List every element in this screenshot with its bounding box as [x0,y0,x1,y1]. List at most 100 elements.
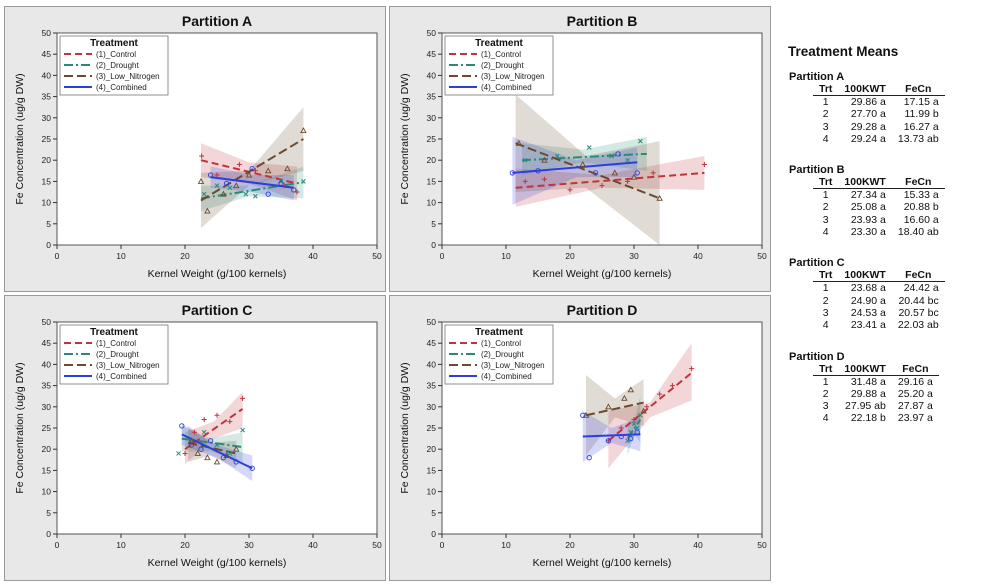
means-cell: 2 [822,201,829,214]
data-point [630,173,638,180]
means-cell: 2 [822,387,829,400]
data-point [278,180,284,187]
x-tick-label: 50 [757,251,767,261]
means-cell: 23.68 a [850,282,886,295]
y-tick-label: 25 [427,134,437,144]
fit-line [607,372,693,442]
data-point [220,455,227,461]
data-point [220,190,227,197]
means-cell: 29.28 a [850,120,886,133]
chart-panel-a: Partition A 0 10 20 30 40 50 0 5 10 15 20 25 30 35 40 45… [4,6,386,292]
x-axis-label: Kernel Weight (g/100 kernels) [533,557,672,569]
x-tick-label: 10 [116,251,126,261]
chart-title: Partition B [567,13,638,29]
chart-svg: Partition D 0 10 20 30 40 50 0 5 10 15 20 25 30 35 40 45… [399,302,767,569]
means-cell: 27.95 ab [844,400,886,413]
data-point [201,429,207,435]
means-cell: 15.33 a [903,189,939,202]
means-header-cell: FeCn [891,362,939,376]
treatment-means-panel: Treatment Means Partition A Trt 100KWT FeCn… [786,44,982,444]
means-cell: 13.73 ab [897,132,939,145]
x-tick-label: 40 [693,540,703,550]
data-point [609,153,614,159]
chart-panel-b: Partition B 0 10 20 30 40 50 0 5 10 15 20 25 30 35 40 45… [389,6,771,292]
data-point [586,145,592,150]
y-tick-label: 15 [42,465,52,475]
y-tick-label: 0 [431,240,436,250]
y-tick-label: 40 [427,359,437,369]
legend-entry: (1)_Control [481,50,521,59]
y-tick-label: 5 [431,219,436,229]
data-point [198,446,204,452]
fit-line [512,161,638,174]
data-point [618,425,624,431]
means-cell: 3 [822,213,829,226]
y-tick-label: 35 [427,381,437,391]
means-cell: 23.30 a [850,226,886,239]
legend-entry: (2)_Drought [96,350,139,359]
data-point [233,459,239,465]
data-point [284,165,291,172]
confidence-band [210,166,294,201]
means-cell: 23.93 a [850,213,886,226]
y-tick-label: 5 [431,508,436,518]
x-tick-label: 20 [565,540,575,550]
data-point [214,183,220,188]
means-header-cell: Trt [813,362,839,376]
data-point [628,435,634,442]
means-row: 3 24.53 a 20.57 bc [813,307,945,319]
data-point [634,429,640,435]
x-tick-label: 10 [501,251,511,261]
means-cell: 25.08 a [850,201,886,214]
x-tick-label: 30 [629,540,639,550]
fit-line [515,171,705,189]
means-table: Trt 100KWT FeCn 1 27.34 a 15.33 a 2 25.08 a 20.8… [813,176,945,238]
data-point [650,170,656,176]
means-row: 4 23.41 a 22.03 ab [813,319,945,331]
means-row: 1 27.34 a 15.33 a [813,189,945,202]
means-row: 3 27.95 ab 27.87 a [813,400,939,412]
means-cell: 31.48 a [850,375,886,388]
treatment-means-title: Treatment Means [788,44,899,59]
means-cell: 24.90 a [850,294,886,307]
x-tick-label: 30 [244,251,254,261]
data-point [634,425,640,431]
data-point [605,438,611,444]
means-table: Trt 100KWT FeCn 1 29.86 a 17.15 a 2 27.70 a 11.9… [813,83,945,145]
means-table: Trt 100KWT FeCn 1 23.68 a 24.42 a 2 24.90 a 20.4… [813,269,945,331]
confidence-band [201,107,304,229]
means-row: 2 29.88 a 25.20 a [813,388,939,400]
data-point [214,172,220,178]
means-header-cell: Trt [813,269,839,283]
y-tick-label: 10 [427,487,437,497]
y-axis-label: Fe Concentration (ug/g DW) [399,362,411,493]
y-tick-label: 35 [42,92,52,102]
data-point [214,412,220,418]
y-tick-label: 30 [427,402,437,412]
data-point [301,179,306,184]
y-tick-label: 40 [427,70,437,80]
data-point [240,427,245,433]
data-point [644,404,650,410]
data-point [509,170,516,176]
means-row: 3 23.93 a 16.60 a [813,214,945,226]
x-tick-label: 20 [180,540,190,550]
fit-line [582,433,641,438]
x-axis-label: Kernel Weight (g/100 kernels) [533,268,672,280]
means-row: 2 27.70 a 11.99 b [813,108,945,120]
x-tick-label: 0 [55,251,60,261]
y-tick-label: 20 [427,155,437,165]
data-point [599,183,605,189]
legend-entry: (1)_Control [96,50,136,59]
chart-title: Partition C [182,302,253,318]
means-header-cell: 100KWT [838,362,892,376]
data-point [291,187,297,193]
means-cell: 24.53 a [850,306,886,319]
means-partition-title: Partition A [789,71,845,83]
x-tick-label: 0 [440,540,445,550]
x-tick-label: 0 [440,251,445,261]
y-axis-label: Fe Concentration (ug/g DW) [14,362,26,493]
means-header-cell: FeCn [891,176,945,190]
data-point [232,182,240,189]
